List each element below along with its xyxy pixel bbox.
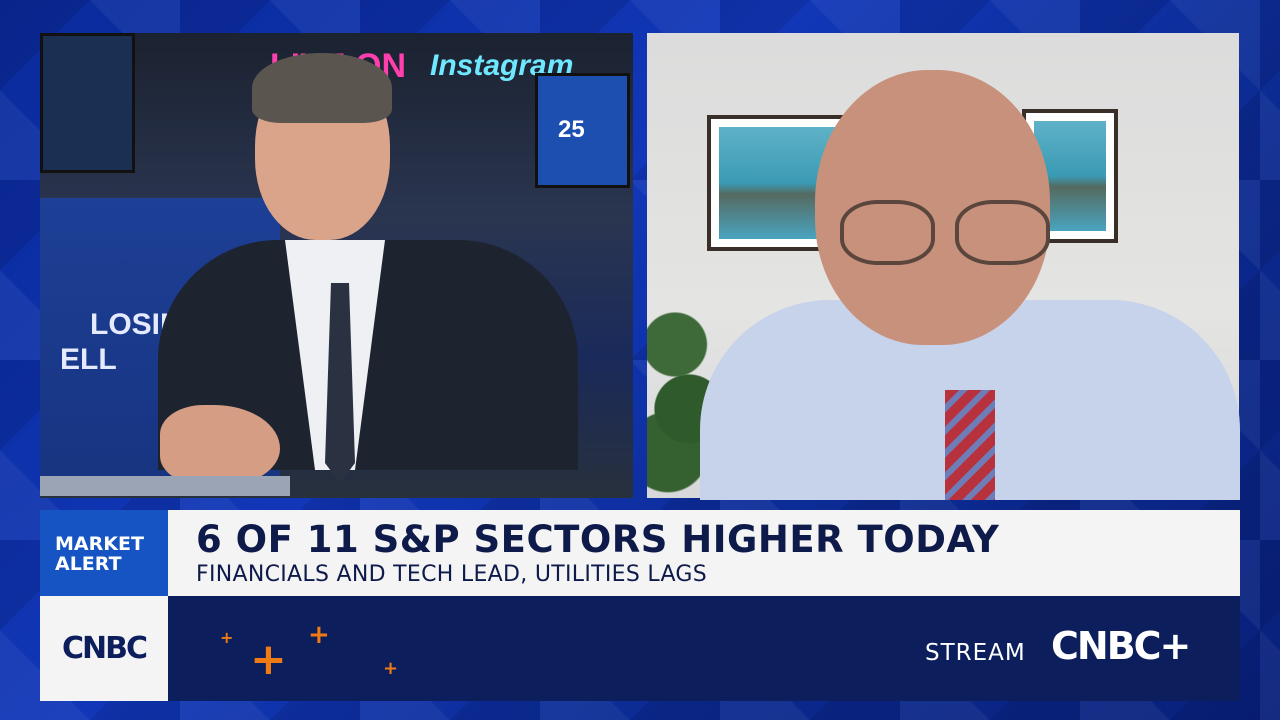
- anchor-desk: [40, 476, 290, 496]
- market-alert-tag: MARKET ALERT: [40, 510, 168, 596]
- plus-icon: +: [250, 634, 287, 685]
- guest-glasses-left: [840, 200, 935, 265]
- branding-bar: + + + + STREAM CNBC+: [168, 596, 1240, 701]
- guest-glasses-right: [955, 200, 1050, 265]
- market-alert-line-2: ALERT: [55, 553, 122, 575]
- closing-bell-text-2: ELL: [60, 343, 117, 376]
- anchor-hair: [252, 53, 392, 123]
- studio-monitor: 25: [535, 73, 630, 188]
- market-alert-line-1: MARKET: [55, 533, 144, 555]
- stream-label: STREAM: [925, 640, 1026, 666]
- subheadline: FINANCIALS AND TECH LEAD, UTILITIES LAGS: [196, 562, 708, 587]
- plus-icon: +: [308, 620, 330, 650]
- anchor-hand: [160, 405, 280, 485]
- studio-monitor: [40, 33, 135, 173]
- headline: 6 OF 11 S&P SECTORS HIGHER TODAY: [196, 518, 1000, 561]
- anchor-video-feed: LIVE ON Instagram 25 LOSING ELL: [40, 33, 633, 498]
- guest-tie: [945, 390, 995, 500]
- cnbc-plus-logo: CNBC+: [1051, 624, 1191, 668]
- monitor-number: 25: [558, 116, 585, 143]
- cnbc-logo-box: CNBC: [40, 596, 168, 701]
- anchor-tie: [325, 283, 355, 483]
- headline-bar: 6 OF 11 S&P SECTORS HIGHER TODAY FINANCI…: [168, 510, 1240, 596]
- plus-icon: +: [383, 658, 399, 679]
- cnbc-logo: CNBC: [61, 631, 148, 666]
- plus-icon: +: [220, 628, 234, 647]
